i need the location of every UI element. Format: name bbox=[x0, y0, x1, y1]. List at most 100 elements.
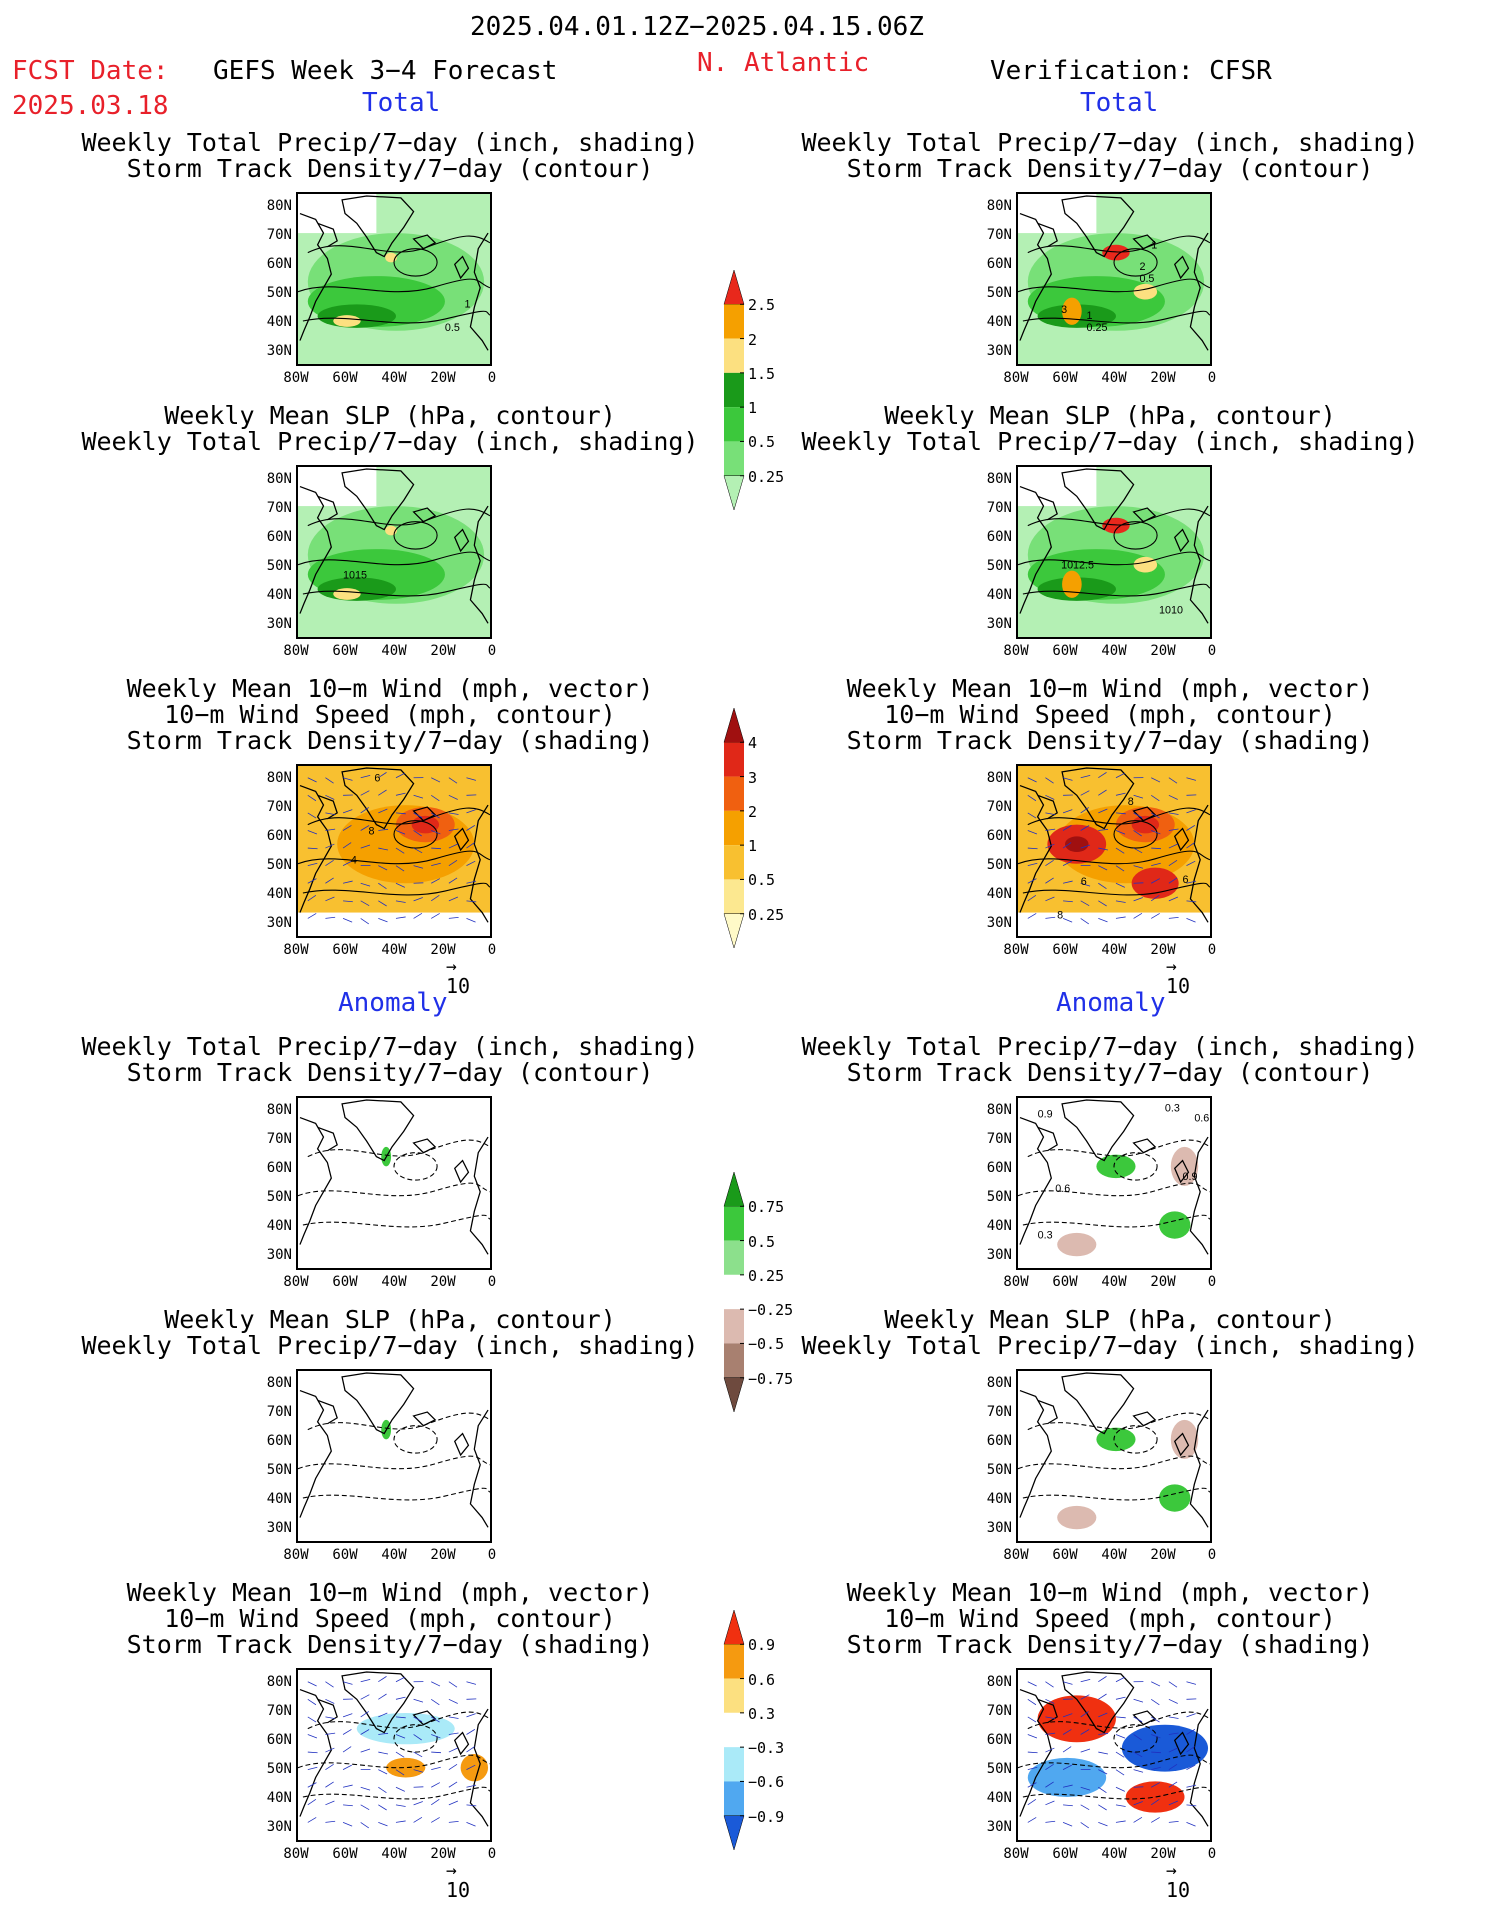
lon-tick-label: 80W bbox=[283, 370, 309, 386]
coastline bbox=[1019, 195, 1209, 351]
colorbar-label: 4 bbox=[748, 734, 758, 753]
lat-tick-label: 80N bbox=[986, 471, 1012, 487]
lat-tick-label: 80N bbox=[986, 1375, 1012, 1391]
contour-label: 6 bbox=[1183, 874, 1189, 886]
lon-tick-label: 0 bbox=[1207, 1547, 1217, 1563]
colorbar-bar bbox=[723, 270, 745, 511]
lon-tick-label: 20W bbox=[1150, 643, 1176, 659]
map-plot bbox=[298, 1098, 490, 1268]
contour-label: 4 bbox=[351, 855, 357, 867]
colorbar-segment bbox=[724, 1274, 744, 1310]
lat-tick-label: 80N bbox=[266, 1674, 292, 1690]
lon-tick-label: 0 bbox=[1207, 370, 1217, 386]
colorbar-label: 0.9 bbox=[748, 1636, 776, 1655]
lon-tick-label: 20W bbox=[430, 370, 456, 386]
colorbar-segment bbox=[724, 776, 744, 811]
map-frame: 1012.5 1010 bbox=[1016, 465, 1212, 639]
lon-tick-label: 20W bbox=[1150, 1274, 1176, 1290]
panel-title-line: Weekly Total Precip/7−day (inch, shading… bbox=[801, 1032, 1419, 1061]
colorbar-label: −0.6 bbox=[748, 1773, 785, 1792]
shading-blob bbox=[1125, 1781, 1185, 1813]
vector-reference: → 10 bbox=[446, 1862, 470, 1903]
lon-tick-label: 40W bbox=[1101, 643, 1127, 659]
lat-tick-label: 80N bbox=[266, 1375, 292, 1391]
lon-tick-label: 0 bbox=[487, 942, 497, 958]
panel-title-line: 10−m Wind Speed (mph, contour) bbox=[884, 700, 1336, 729]
lon-tick-label: 80W bbox=[1003, 643, 1029, 659]
lat-tick-label: 80N bbox=[986, 198, 1012, 214]
section-anomaly-left: Anomaly bbox=[338, 988, 448, 1018]
map-plot: 1012.5 1010 bbox=[1018, 467, 1210, 637]
lon-tick-label: 60W bbox=[1052, 1846, 1078, 1862]
lon-tick-label: 80W bbox=[283, 643, 309, 659]
shading-blob bbox=[1133, 283, 1158, 300]
lat-tick-label: 80N bbox=[266, 471, 292, 487]
colorbar-segment bbox=[724, 1343, 744, 1378]
lat-tick-label: 40N bbox=[266, 1218, 292, 1234]
colorbar-segment bbox=[724, 1644, 744, 1679]
lat-tick-label: 50N bbox=[266, 558, 292, 574]
map-plot: 8 6 6 8 bbox=[1018, 766, 1210, 936]
lat-tick-label: 60N bbox=[986, 1732, 1012, 1748]
colorbar-bottom-arrow bbox=[723, 475, 745, 511]
lon-tick-label: 80W bbox=[1003, 1846, 1029, 1862]
lat-tick-label: 70N bbox=[266, 1703, 292, 1719]
lon-tick-label: 20W bbox=[430, 942, 456, 958]
contour-label: 2 bbox=[1139, 261, 1145, 273]
colorbar-segment bbox=[724, 742, 744, 777]
colorbar-label: 0.5 bbox=[748, 871, 776, 890]
lat-tick-label: 30N bbox=[266, 1520, 292, 1536]
lat-tick-label: 30N bbox=[986, 343, 1012, 359]
panel-title-line: Weekly Mean SLP (hPa, contour) bbox=[164, 401, 616, 430]
lat-tick-label: 50N bbox=[266, 1462, 292, 1478]
panel-title-line: Weekly Mean 10−m Wind (mph, vector) bbox=[126, 1578, 654, 1607]
lat-tick-label: 30N bbox=[986, 915, 1012, 931]
shading-blob bbox=[386, 1757, 426, 1778]
map-plot bbox=[1018, 1371, 1210, 1541]
colorbar-top-arrow bbox=[723, 708, 745, 743]
period-title: 2025.04.01.12Z−2025.04.15.06Z bbox=[470, 12, 924, 42]
colorbar-segment bbox=[724, 1678, 744, 1713]
lon-tick-label: 20W bbox=[1150, 1547, 1176, 1563]
colorbar-label: 0.5 bbox=[748, 1232, 776, 1251]
lon-tick-label: 0 bbox=[487, 370, 497, 386]
map-frame: 6 8 4 bbox=[296, 764, 492, 938]
anom-shading bbox=[298, 1371, 490, 1541]
coastline bbox=[1019, 468, 1209, 624]
fcst-date-label: FCST Date: bbox=[12, 56, 169, 86]
panel-title-line: 10−m Wind Speed (mph, contour) bbox=[164, 1604, 616, 1633]
coastline bbox=[299, 1372, 489, 1528]
lon-tick-label: 80W bbox=[283, 942, 309, 958]
lon-tick-label: 80W bbox=[1003, 1274, 1029, 1290]
colorbar-segment bbox=[724, 810, 744, 846]
wind-vectors bbox=[1027, 772, 1197, 925]
colorbar-segment bbox=[724, 407, 744, 442]
coastline bbox=[1019, 1372, 1209, 1528]
lat-tick-label: 70N bbox=[266, 799, 292, 815]
section-anomaly-right: Anomaly bbox=[1056, 988, 1166, 1018]
lat-tick-label: 40N bbox=[986, 886, 1012, 902]
lat-tick-label: 70N bbox=[266, 1404, 292, 1420]
lat-tick-label: 30N bbox=[266, 1819, 292, 1835]
wind-vectors bbox=[1027, 1676, 1197, 1829]
colorbar-bar bbox=[723, 708, 745, 949]
colorbar-bar bbox=[723, 1610, 745, 1851]
panel-title-line: Weekly Total Precip/7−day (inch, shading… bbox=[81, 427, 699, 456]
contour-label: 0.6 bbox=[1194, 1112, 1209, 1124]
lat-tick-label: 50N bbox=[266, 285, 292, 301]
precip-none bbox=[298, 194, 377, 234]
lat-tick-label: 70N bbox=[986, 1131, 1012, 1147]
panel-title-line: Weekly Total Precip/7−day (inch, shading… bbox=[81, 1032, 699, 1061]
shading-blob bbox=[1065, 836, 1089, 852]
coastline bbox=[299, 1671, 489, 1827]
shading-blob bbox=[1170, 1419, 1199, 1459]
contour-label: 6 bbox=[1081, 876, 1087, 888]
contours bbox=[1018, 1139, 1210, 1228]
lon-tick-label: 80W bbox=[1003, 1547, 1029, 1563]
colorbar-segment bbox=[724, 304, 744, 339]
colorbar-label: 2.5 bbox=[748, 296, 776, 315]
contour-label: 0.5 bbox=[1139, 273, 1154, 285]
lat-tick-label: 70N bbox=[986, 1703, 1012, 1719]
contour-label: 0.3 bbox=[1038, 1230, 1053, 1242]
map-frame bbox=[296, 1096, 492, 1270]
